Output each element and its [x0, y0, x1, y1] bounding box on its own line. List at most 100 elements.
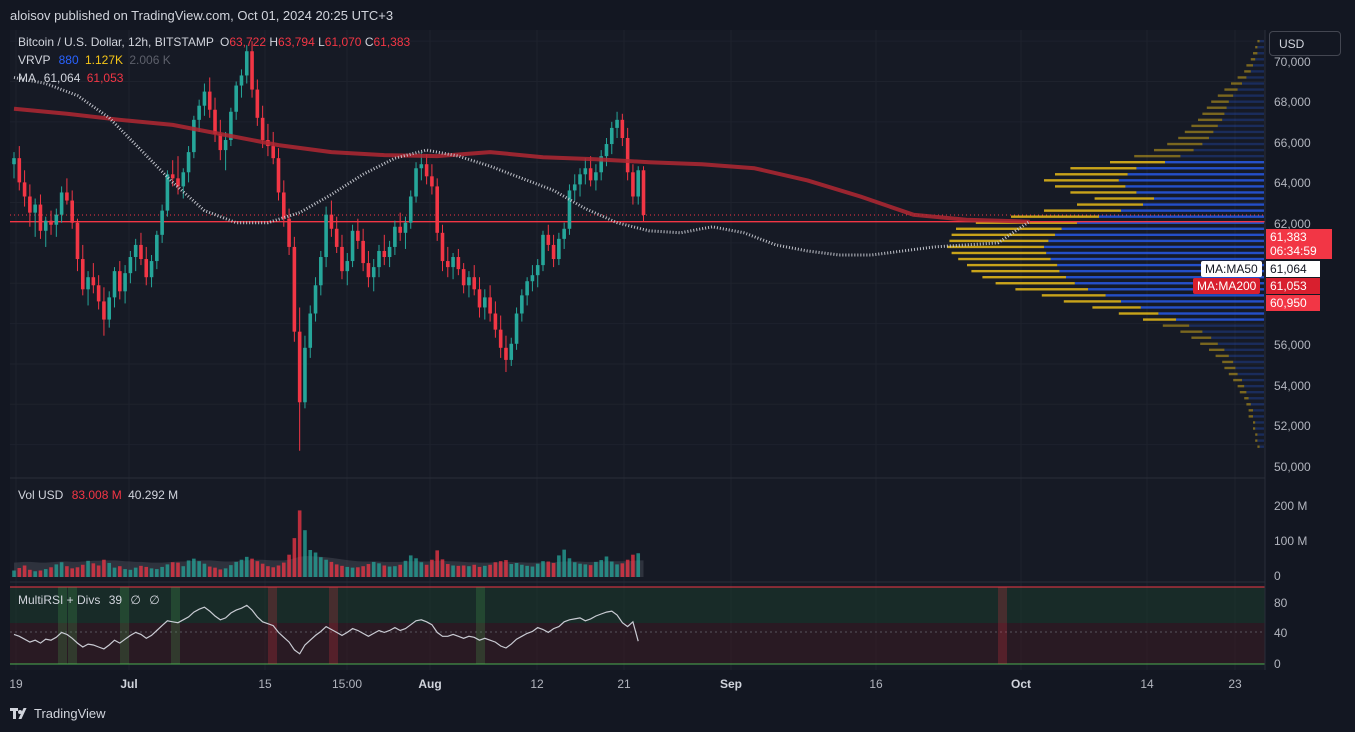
volume-bar	[149, 568, 154, 577]
candle-body	[530, 275, 535, 282]
volume-profile-bar-down	[1127, 173, 1264, 176]
candle-body	[65, 192, 69, 201]
candle-body	[414, 168, 418, 197]
high-value: 63,794	[278, 35, 315, 49]
volume-profile-bar-down	[1105, 294, 1264, 297]
candle-body	[382, 250, 387, 258]
volume-profile-bar-up	[1110, 161, 1165, 164]
volume-profile-bar-up	[1237, 76, 1247, 79]
volume-bar	[345, 566, 350, 577]
volume-profile-bar-up	[1211, 100, 1229, 103]
candle-body	[123, 273, 127, 292]
candle-body	[567, 190, 572, 229]
candle-body	[218, 133, 223, 151]
volume-profile-bar-down	[1074, 282, 1264, 285]
volume-bar	[329, 561, 334, 577]
volume-bar	[22, 565, 27, 577]
volume-tick: 200 M	[1274, 499, 1307, 513]
volume-profile-bar-down	[1077, 221, 1264, 224]
volume-bar	[583, 564, 588, 577]
candle-body	[562, 228, 566, 239]
volume-profile-bar-up	[1215, 354, 1229, 358]
volume-bar	[59, 562, 64, 577]
volume-profile-bar-down	[1176, 318, 1264, 321]
volume-profile-bar-down	[1257, 52, 1264, 55]
volume-bar	[186, 560, 191, 577]
candle-body	[70, 200, 74, 223]
volume-bar	[530, 566, 535, 577]
volume-bar	[112, 567, 117, 577]
volume-profile-bar-up	[995, 282, 1075, 285]
candle-body	[313, 285, 318, 314]
volume-profile-bar-down	[1088, 288, 1264, 291]
rsi-legend[interactable]: MultiRSI + Divs 39 ∅ ∅	[18, 593, 160, 607]
candles	[12, 41, 646, 451]
volume-bar	[75, 567, 80, 577]
candle-body	[541, 234, 545, 266]
volume-profile-bar-up	[1224, 88, 1238, 91]
price-lines	[10, 214, 1265, 223]
candle-body	[620, 119, 625, 138]
low-label: L	[318, 35, 325, 49]
candle-body	[535, 265, 540, 276]
volume-bar	[207, 566, 212, 577]
volume-bar	[599, 560, 603, 577]
volume-profile-bar-up	[1070, 167, 1137, 170]
volume-profile-bar-down	[1253, 409, 1264, 412]
volume-profile-bar-down	[1257, 433, 1264, 436]
volume-profile-bar-down	[1257, 439, 1264, 442]
volume-bar	[28, 569, 32, 577]
candle-body	[403, 222, 408, 233]
volume-profile-bar-down	[1055, 233, 1264, 237]
volume-bar	[504, 560, 508, 577]
low-price-tag: 60,950	[1266, 295, 1320, 311]
ma-legend[interactable]: MA 61,064 61,053	[18, 71, 123, 85]
volume-bar	[520, 564, 524, 577]
volume-bar	[546, 561, 551, 577]
volume-profile-bar-down	[1099, 215, 1264, 218]
volume-profile-bar-down	[1242, 378, 1264, 382]
price-tick: 68,000	[1274, 95, 1311, 109]
volume-bar	[271, 567, 276, 577]
volume-bar	[419, 562, 424, 577]
time-tick: Jul	[120, 677, 137, 691]
volume-bar	[588, 565, 593, 577]
candle-body	[28, 196, 32, 213]
ma50-value-tag: 61,064	[1266, 261, 1320, 277]
volume-bar	[440, 559, 445, 577]
candle-body	[615, 119, 619, 128]
volume-bar	[435, 550, 439, 577]
vrvp-value-3: 2.006 K	[129, 53, 171, 67]
volume-profile-bar-up	[1237, 384, 1245, 388]
axes: 70,000 68,000 66,000 64,000 62,000 56,00…	[9, 55, 1311, 691]
symbol-title[interactable]: Bitcoin / U.S. Dollar, 12h, BITSTAMP	[18, 35, 214, 49]
ma200-line	[13, 106, 1030, 224]
candle-body	[22, 182, 27, 197]
volume-profile-bar-down	[1255, 58, 1264, 61]
volume-profile-bar-up	[1118, 312, 1159, 315]
candle-body	[176, 178, 180, 187]
volume-bar	[562, 549, 566, 577]
grid	[10, 30, 1265, 670]
volume-profile-bar-down	[1121, 209, 1264, 212]
candle-body	[609, 127, 614, 145]
vrvp-legend[interactable]: VRVP 880 1.127K 2.006 K	[18, 53, 171, 67]
volume-profile-bar-down	[1193, 148, 1264, 152]
footer-branding[interactable]: TradingView	[10, 706, 106, 721]
volume-profile-bar-up	[1257, 39, 1260, 43]
time-tick: Sep	[720, 677, 742, 691]
volume-profile-bar-up	[1209, 348, 1225, 352]
volume-profile-bar-up	[1180, 330, 1203, 333]
candle-body	[435, 186, 439, 233]
volume-bar	[361, 566, 365, 577]
volume-bar	[255, 561, 260, 577]
volume-legend[interactable]: Vol USD 83.008 M 40.292 M	[18, 488, 178, 502]
volume-profile-bar-down	[1253, 64, 1264, 67]
volume-bar	[567, 558, 572, 577]
candle-body	[91, 277, 96, 286]
volume-profile-bar-down	[1250, 70, 1264, 73]
volume-bar	[303, 530, 307, 577]
volume-bar	[102, 559, 106, 577]
currency-button[interactable]: USD	[1269, 31, 1341, 56]
